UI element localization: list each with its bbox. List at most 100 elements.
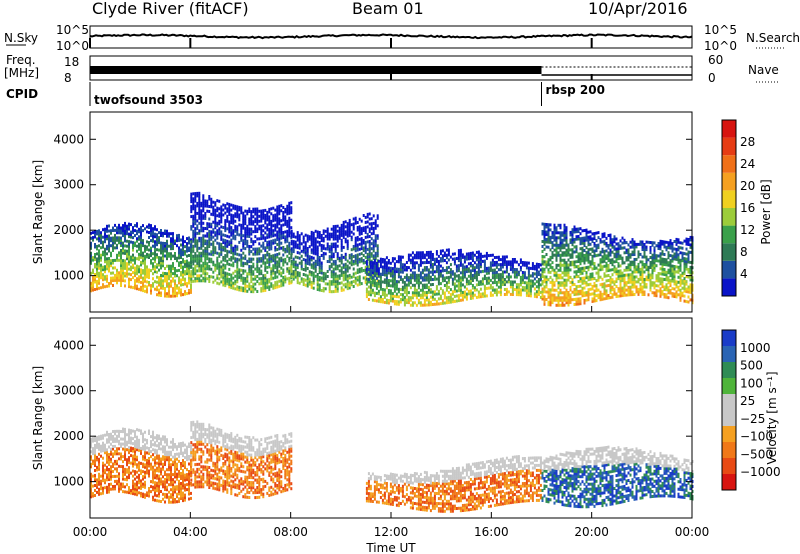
power-cell-2489: [354, 271, 357, 275]
power-cell-1304: [228, 257, 231, 261]
power-cell-1332: [230, 241, 233, 245]
power-cell-698: [172, 277, 174, 281]
power-cell-2254: [326, 242, 329, 246]
power-cell-4082: [569, 230, 572, 234]
power-cell-4192: [581, 254, 584, 258]
power-cell-1185: [216, 199, 219, 203]
power-cell-4609: [631, 243, 634, 247]
power-cell-244: [120, 259, 122, 262]
power-cell-1221: [220, 232, 223, 236]
power-cell-1915: [284, 250, 287, 254]
power-cell-3204: [441, 274, 444, 278]
power-cell-3385: [469, 281, 472, 285]
power-cell-1373: [234, 252, 237, 256]
power-cell-812: [186, 262, 188, 266]
power-cell-2035: [296, 271, 299, 275]
power-cell-1678: [262, 216, 265, 220]
power-cell-4932: [675, 255, 678, 259]
power-cell-1033: [202, 209, 205, 213]
power-cell-3905: [555, 303, 558, 307]
power-cell-2853: [391, 294, 394, 298]
power-cell-4869: [667, 251, 670, 255]
power-cell-4393: [605, 284, 608, 288]
power-cell-560: [156, 243, 158, 247]
power-cell-1823: [276, 270, 279, 274]
power-cell-4140: [577, 300, 580, 303]
power-cell-1058: [204, 217, 207, 220]
power-cell-2764: [377, 284, 380, 288]
power-cell-1480: [244, 257, 247, 261]
power-cell-3263: [451, 297, 454, 301]
power-cell-3235: [445, 253, 448, 257]
power-cell-1963: [288, 226, 291, 230]
power-cell-4574: [627, 255, 630, 259]
power-cell-3596: [505, 265, 508, 269]
power-cell-1220: [220, 235, 223, 239]
power-cell-3485: [485, 276, 488, 280]
power-cell-3605: [507, 262, 510, 266]
power-cell-4038: [565, 243, 568, 247]
power-cell-3266: [451, 282, 454, 286]
power-cell-3723: [533, 292, 536, 296]
power-cell-1944: [286, 209, 289, 213]
power-cell-2494: [354, 249, 357, 253]
power-cell-2365: [338, 226, 341, 230]
power-cell-4373: [603, 289, 606, 293]
power-cell-3510: [491, 293, 494, 297]
power-cell-3776: [541, 245, 544, 248]
power-cell-358: [132, 228, 134, 232]
power-cell-2888: [395, 280, 398, 284]
power-cell-3038: [417, 251, 420, 255]
power-cell-3233: [445, 261, 448, 265]
power-cell-945: [196, 254, 199, 258]
power-cell-4562: [627, 293, 630, 297]
power-cell-2215: [320, 264, 323, 267]
power-cell-1187: [218, 277, 221, 281]
power-cell-3323: [459, 271, 462, 275]
power-cell-3769: [541, 270, 544, 273]
power-cell-4178: [579, 232, 582, 236]
power-cell-1814: [274, 223, 277, 227]
power-cell-3775: [541, 250, 544, 253]
power-cell-1806: [274, 253, 277, 257]
power-cell-3849: [549, 293, 552, 297]
power-cell-2375: [340, 256, 343, 260]
power-cell-2828: [387, 299, 390, 302]
power-cell-4282: [591, 272, 594, 276]
power-cell-4115: [573, 238, 576, 241]
power-cell-1037: [202, 199, 205, 203]
power-cell-198: [114, 241, 116, 245]
power-cell-1458: [242, 256, 245, 260]
power-cell-313: [128, 277, 130, 281]
power-cell-2667: [374, 239, 377, 243]
power-cell-3532: [493, 256, 496, 259]
power-cell-1242: [222, 248, 225, 252]
power-cell-2355: [338, 276, 341, 280]
power-cell-1649: [260, 237, 263, 241]
power-cell-3587: [503, 258, 506, 261]
power-cell-497: [148, 223, 150, 227]
power-cell-2218: [320, 249, 323, 252]
power-cell-4136: [575, 235, 578, 239]
power-cell-4078: [569, 248, 572, 252]
power-cell-1386: [234, 204, 237, 208]
power-cell-1664: [262, 279, 265, 283]
power-cell-3239: [447, 295, 450, 299]
power-cell-4442: [611, 288, 614, 292]
power-cell-2545: [360, 244, 363, 248]
power-cell-1505: [246, 239, 249, 243]
power-cell-2274: [328, 235, 331, 239]
power-cell-94: [100, 236, 102, 240]
power-cell-3169: [435, 250, 438, 254]
power-cell-4125: [575, 285, 578, 289]
power-cell-2416: [344, 240, 347, 244]
power-cell-2918: [401, 298, 404, 302]
power-cell-1267: [224, 234, 227, 238]
power-cell-2256: [326, 235, 329, 238]
power-cell-338: [130, 255, 132, 259]
power-cell-3042: [419, 293, 422, 297]
power-cell-368: [134, 261, 136, 265]
power-cell-1959: [288, 241, 291, 245]
power-cell-3516: [491, 271, 494, 275]
power-cell-4181: [581, 291, 584, 295]
